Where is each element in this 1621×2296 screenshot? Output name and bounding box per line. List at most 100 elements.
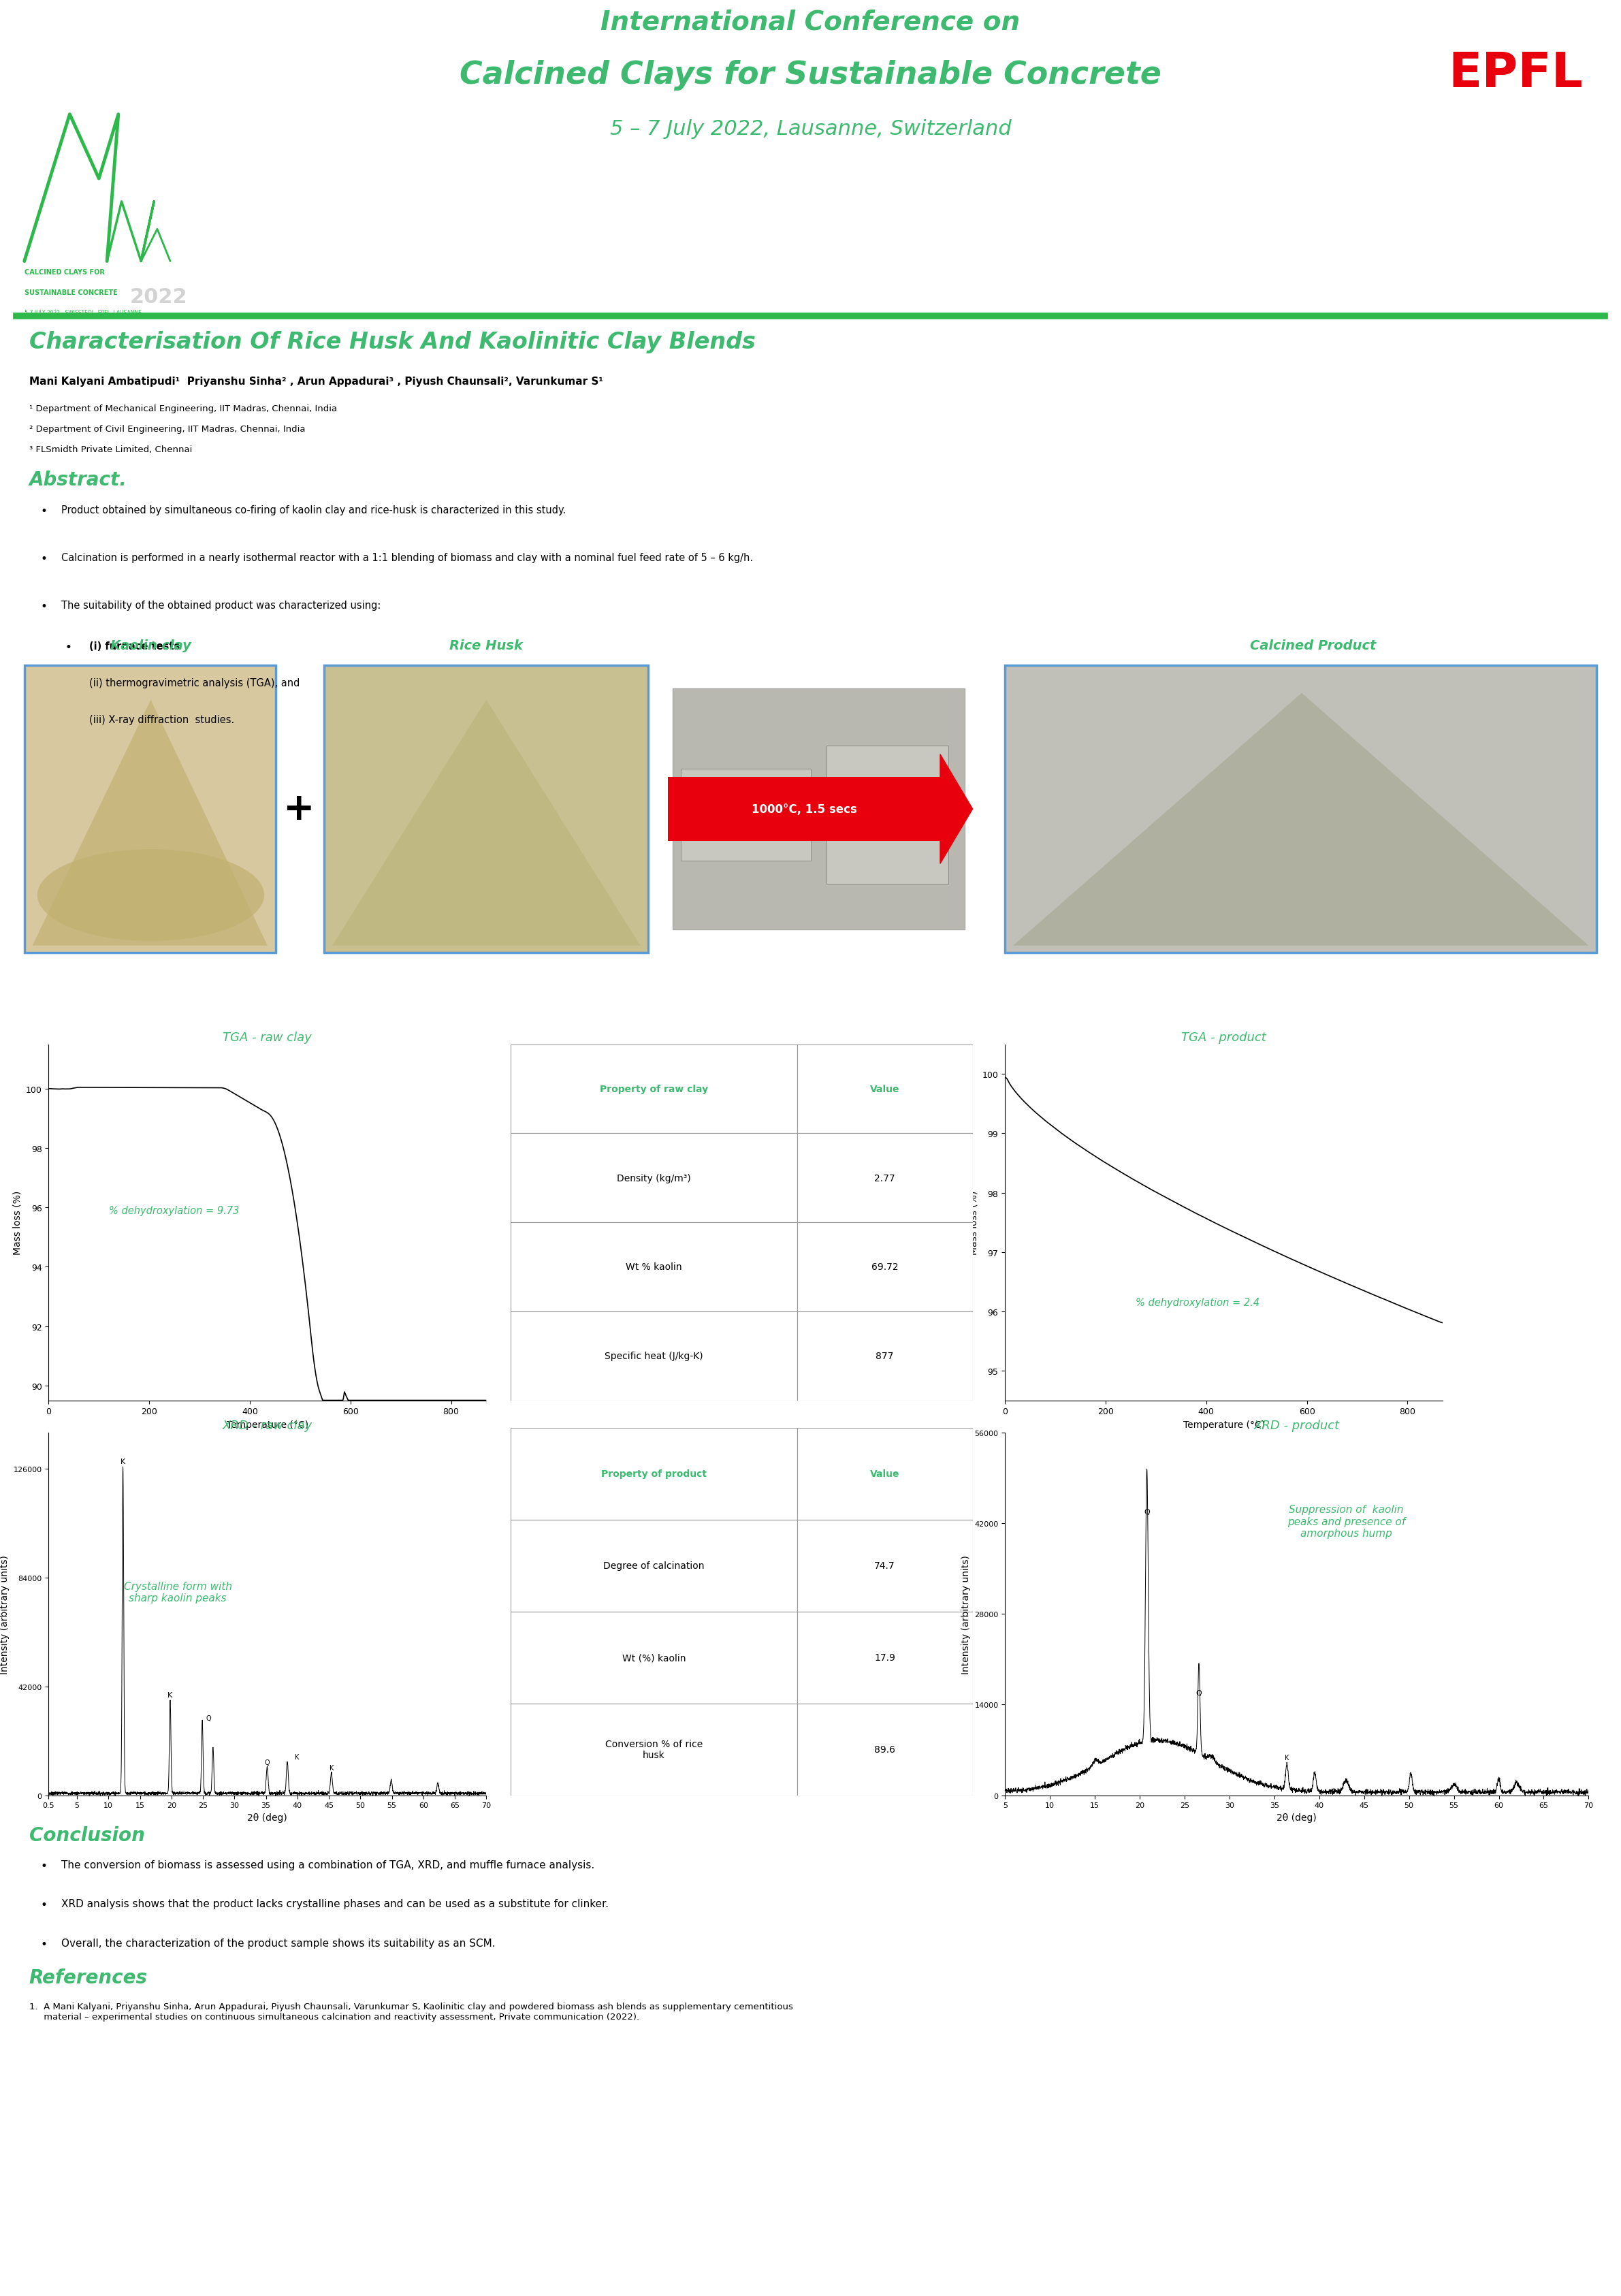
Text: Property of product: Property of product (601, 1469, 707, 1479)
Text: •: • (41, 1860, 47, 1871)
FancyBboxPatch shape (673, 689, 964, 930)
Bar (511, 1704, 798, 1795)
Text: International Conference on: International Conference on (601, 9, 1020, 34)
Text: 69.72: 69.72 (872, 1263, 898, 1272)
Text: •: • (41, 505, 47, 517)
Text: 2.77: 2.77 (874, 1173, 895, 1182)
Text: Rice Husk: Rice Husk (449, 638, 524, 652)
Text: 17.9: 17.9 (874, 1653, 895, 1662)
Text: Value: Value (870, 1084, 900, 1093)
Text: 1000°C, 1.5 secs: 1000°C, 1.5 secs (751, 804, 858, 815)
Text: ¹ Department of Mechanical Engineering, IIT Madras, Chennai, India: ¹ Department of Mechanical Engineering, … (29, 404, 337, 413)
Text: Conversion % of rice
husk: Conversion % of rice husk (605, 1740, 702, 1759)
Text: +: + (282, 790, 314, 829)
Text: Q: Q (1196, 1690, 1201, 1697)
Polygon shape (332, 700, 640, 946)
Text: ² Department of Civil Engineering, IIT Madras, Chennai, India: ² Department of Civil Engineering, IIT M… (29, 425, 305, 434)
Title: TGA - raw clay: TGA - raw clay (224, 1031, 311, 1045)
Text: 89.6: 89.6 (874, 1745, 895, 1754)
Title: XRD - product: XRD - product (1255, 1419, 1339, 1433)
Text: •: • (41, 1899, 47, 1910)
Text: Crystalline form with
sharp kaolin peaks: Crystalline form with sharp kaolin peaks (123, 1582, 232, 1603)
FancyBboxPatch shape (24, 666, 276, 953)
Bar (798, 1134, 973, 1221)
Text: Calcined Product: Calcined Product (1250, 638, 1376, 652)
Text: The suitability of the obtained product was characterized using:: The suitability of the obtained product … (62, 602, 381, 611)
Bar (511, 1221, 798, 1311)
Title: XRD - raw clay: XRD - raw clay (222, 1419, 313, 1433)
Text: CALCINED CLAYS FOR: CALCINED CLAYS FOR (24, 269, 105, 276)
Bar (798, 1704, 973, 1795)
Text: K: K (120, 1458, 125, 1465)
Text: 877: 877 (875, 1352, 893, 1362)
X-axis label: Temperature (°C): Temperature (°C) (1183, 1419, 1264, 1430)
FancyBboxPatch shape (668, 776, 943, 843)
Text: Overall, the characterization of the product sample shows its suitability as an : Overall, the characterization of the pro… (62, 1938, 496, 1947)
Y-axis label: Intensity (arbitrary units): Intensity (arbitrary units) (961, 1554, 971, 1674)
Polygon shape (940, 755, 973, 863)
X-axis label: 2θ (deg): 2θ (deg) (1277, 1812, 1316, 1823)
Text: 1.  A Mani Kalyani, Priyanshu Sinha, Arun Appadurai, Piyush Chaunsali, Varunkuma: 1. A Mani Kalyani, Priyanshu Sinha, Arun… (29, 2002, 793, 2020)
Text: Abstract.: Abstract. (29, 471, 126, 489)
Text: •: • (41, 602, 47, 613)
Text: EPFL: EPFL (1448, 51, 1584, 96)
Text: Degree of calcination: Degree of calcination (603, 1561, 705, 1570)
Text: Conclusion: Conclusion (29, 1825, 144, 1844)
Text: Density (kg/m³): Density (kg/m³) (618, 1173, 691, 1182)
Text: % dehydroxylation = 9.73: % dehydroxylation = 9.73 (109, 1205, 240, 1217)
Bar (798, 1221, 973, 1311)
Text: ³ FLSmidth Private Limited, Chennai: ³ FLSmidth Private Limited, Chennai (29, 445, 193, 455)
Text: K: K (167, 1692, 173, 1699)
Bar (798, 1311, 973, 1401)
Text: Kaolin clay: Kaolin clay (110, 638, 191, 652)
Text: Wt % kaolin: Wt % kaolin (626, 1263, 682, 1272)
Text: 5 – 7 July 2022, Lausanne, Switzerland: 5 – 7 July 2022, Lausanne, Switzerland (609, 119, 1012, 140)
Text: Q: Q (264, 1759, 269, 1766)
Text: Q: Q (206, 1715, 211, 1722)
Bar (511, 1428, 798, 1520)
Text: % dehydroxylation = 2.4: % dehydroxylation = 2.4 (1136, 1297, 1260, 1309)
Text: Wt (%) kaolin: Wt (%) kaolin (622, 1653, 686, 1662)
Y-axis label: Intensity (arbitrary units): Intensity (arbitrary units) (0, 1554, 10, 1674)
Y-axis label: Mass loss (%): Mass loss (%) (969, 1192, 979, 1254)
Bar (798, 1045, 973, 1134)
Bar (511, 1045, 798, 1134)
FancyBboxPatch shape (827, 746, 948, 884)
Ellipse shape (37, 850, 264, 941)
Text: (iii) X-ray diffraction  studies.: (iii) X-ray diffraction studies. (89, 714, 235, 726)
Text: XRD analysis shows that the product lacks crystalline phases and can be used as : XRD analysis shows that the product lack… (62, 1899, 609, 1908)
Y-axis label: Mass loss (%): Mass loss (%) (13, 1192, 23, 1254)
FancyBboxPatch shape (324, 666, 648, 953)
Bar (511, 1311, 798, 1401)
Text: Q: Q (1144, 1508, 1149, 1515)
Text: K: K (295, 1754, 298, 1761)
Text: (ii) thermogravimetric analysis (TGA), and: (ii) thermogravimetric analysis (TGA), a… (89, 677, 300, 689)
Text: Characterisation Of Rice Husk And Kaolinitic Clay Blends: Characterisation Of Rice Husk And Kaolin… (29, 331, 755, 354)
FancyBboxPatch shape (681, 769, 810, 861)
Text: 2022: 2022 (130, 287, 188, 308)
Title: TGA - product: TGA - product (1182, 1031, 1266, 1045)
Polygon shape (1013, 693, 1589, 946)
Text: K: K (1285, 1754, 1289, 1761)
Text: Mani Kalyani Ambatipudi¹  Priyanshu Sinha² , Arun Appadurai³ , Piyush Chaunsali²: Mani Kalyani Ambatipudi¹ Priyanshu Sinha… (29, 377, 603, 386)
Bar (511, 1520, 798, 1612)
Text: 74.7: 74.7 (874, 1561, 895, 1570)
Text: 5-7 JULY 2022 - SWISSTEOL, EPFL, LAUSANNE: 5-7 JULY 2022 - SWISSTEOL, EPFL, LAUSANN… (24, 310, 141, 317)
FancyBboxPatch shape (1005, 666, 1597, 953)
Text: The conversion of biomass is assessed using a combination of TGA, XRD, and muffl: The conversion of biomass is assessed us… (62, 1860, 595, 1869)
Text: SUSTAINABLE CONCRETE: SUSTAINABLE CONCRETE (24, 289, 117, 296)
X-axis label: Temperature (°C): Temperature (°C) (227, 1419, 308, 1430)
Text: References: References (29, 1968, 148, 1986)
Text: Calcination is performed in a nearly isothermal reactor with a 1:1 blending of b: Calcination is performed in a nearly iso… (62, 553, 754, 563)
Text: •: • (41, 553, 47, 565)
Bar (798, 1612, 973, 1704)
Polygon shape (32, 700, 267, 946)
Text: •: • (65, 641, 71, 654)
X-axis label: 2θ (deg): 2θ (deg) (248, 1812, 287, 1823)
Text: Calcined Clays for Sustainable Concrete: Calcined Clays for Sustainable Concrete (460, 60, 1161, 90)
Text: K: K (329, 1763, 334, 1770)
Bar (798, 1428, 973, 1520)
Text: Product obtained by simultaneous co-firing of kaolin clay and rice-husk is chara: Product obtained by simultaneous co-firi… (62, 505, 566, 514)
Bar (798, 1520, 973, 1612)
Text: (i) furnace tests: (i) furnace tests (89, 641, 180, 652)
